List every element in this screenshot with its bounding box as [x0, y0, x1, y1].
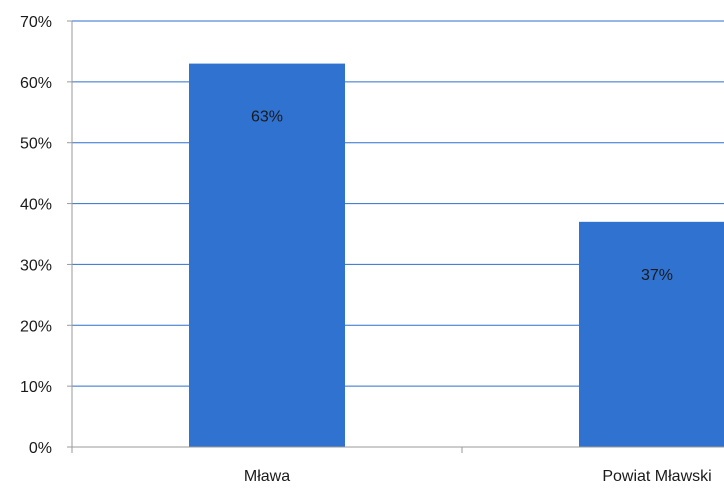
y-tick-label: 10% [20, 379, 52, 396]
category-label: Powiat Mławski [602, 468, 711, 485]
y-tick-label: 70% [20, 14, 52, 31]
bars [189, 63, 724, 447]
y-tick-label: 20% [20, 318, 52, 335]
labels: 0% 10% 20% 30% 40% 50% 60% 70% 63% Mława 37% Powiat… [20, 14, 712, 485]
gridlines [72, 20, 724, 387]
y-tick-label: 30% [20, 257, 52, 274]
axes [67, 20, 724, 453]
y-tick-label: 0% [29, 440, 52, 457]
bar [579, 221, 724, 447]
bar [189, 63, 345, 447]
data-label: 63% [251, 109, 283, 126]
y-tick-label: 40% [20, 197, 52, 214]
data-label: 37% [641, 267, 673, 284]
y-tick-label: 60% [20, 75, 52, 92]
y-tick-label: 50% [20, 136, 52, 153]
category-label: Mława [244, 468, 290, 485]
